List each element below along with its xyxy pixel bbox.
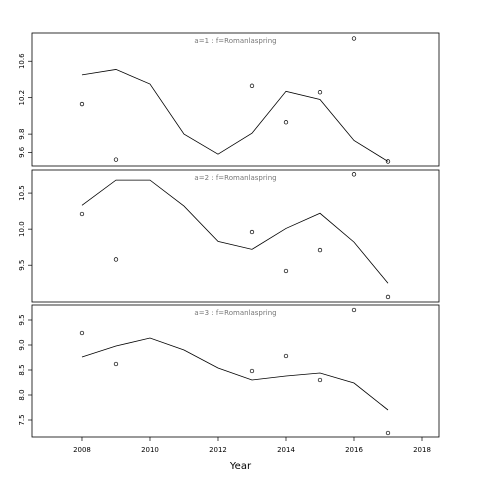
x-tick-label: 2016 [345,446,363,454]
y-tick-label: 9.5 [18,314,26,325]
point [79,211,85,217]
point [113,157,119,162]
panel-title: a=2 : f=Romanlaspring [194,174,276,182]
panel-title: a=3 : f=Romanlaspring [194,309,276,317]
panel-frame [31,32,440,167]
x-tick-label: 2014 [277,446,295,454]
point [79,101,85,107]
y-tick-label: 8.5 [18,364,26,375]
fit-line [81,179,389,284]
point [385,159,391,164]
y-tick-label: 8.0 [18,389,26,400]
fit-line [81,337,389,411]
point [283,353,289,359]
fit-line [81,69,389,162]
point [351,307,357,313]
point [385,294,391,300]
y-tick-label: 10.2 [18,90,26,106]
point [249,229,255,235]
y-tick-label: 10.6 [18,53,26,69]
x-axis-label: Year [229,461,252,472]
point [113,257,119,262]
x-tick-label: 2008 [73,446,91,454]
point [317,247,323,253]
y-tick-label: 7.5 [18,414,26,425]
point [351,172,357,177]
point [385,430,391,436]
point [249,368,255,374]
y-tick-label: 9.5 [18,260,26,271]
panel-title: a=1 : f=Romanlaspring [194,37,276,45]
y-tick-label: 9.6 [18,146,26,158]
y-tick-label: 10.5 [18,185,26,201]
point [283,120,289,125]
point [79,330,85,336]
y-tick-label: 10.0 [18,221,26,237]
point [283,268,289,274]
y-tick-label: 9.0 [18,339,26,350]
panel-frame [31,169,440,303]
point [317,377,323,383]
panel-frame [31,304,440,438]
x-tick-label: 2010 [141,446,159,454]
x-tick-label: 2018 [413,446,431,454]
y-tick-label: 9.8 [18,129,26,140]
x-tick-label: 2012 [209,446,227,454]
point [113,361,119,367]
point [249,83,255,88]
point [351,36,357,41]
point [317,90,323,95]
